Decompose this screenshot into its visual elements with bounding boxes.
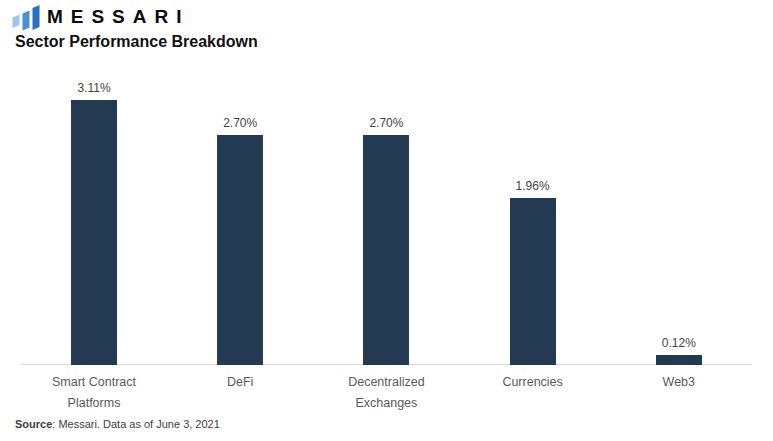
bar — [656, 355, 702, 365]
source-label: Source — [15, 418, 52, 430]
bar-value-label: 3.11% — [54, 81, 134, 96]
x-axis-label: DeFi — [175, 372, 305, 393]
bar — [363, 135, 409, 365]
x-axis-label: Currencies — [468, 372, 598, 393]
bar — [217, 135, 263, 365]
bar — [71, 100, 117, 365]
bar-chart: 3.11% Smart Contract Platforms 2.70% DeFi 2.… — [0, 0, 773, 441]
x-axis-label: Web3 — [614, 372, 744, 393]
bar-value-label: 2.70% — [346, 116, 426, 131]
page: MESSARI Sector Performance Breakdown 3.1… — [0, 0, 773, 441]
source-text: : Messari. Data as of June 3, 2021 — [52, 418, 220, 430]
bar-value-label: 2.70% — [200, 116, 280, 131]
source-note: Source: Messari. Data as of June 3, 2021 — [15, 417, 220, 431]
x-axis-label: Smart Contract Platforms — [29, 372, 159, 414]
bar-value-label: 0.12% — [639, 336, 719, 351]
x-axis-label: Decentralized Exchanges — [321, 372, 451, 414]
bar — [510, 198, 556, 365]
bar-value-label: 1.96% — [493, 179, 573, 194]
